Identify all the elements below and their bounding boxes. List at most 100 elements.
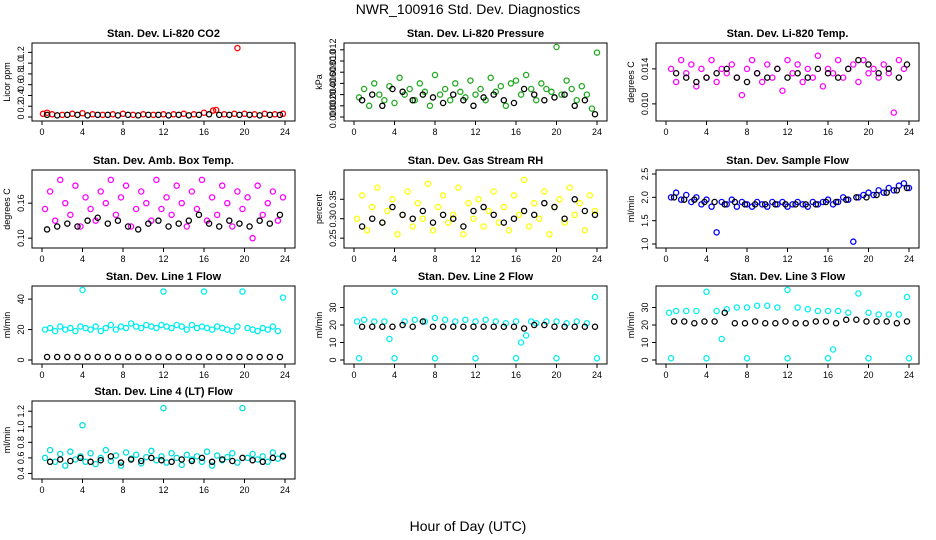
data-point: [782, 201, 789, 208]
data-point: [274, 217, 282, 224]
data-point: [743, 78, 751, 86]
data-point: [145, 111, 152, 119]
data-point: [160, 404, 167, 412]
data-point: [109, 111, 117, 118]
data-point: [449, 211, 457, 219]
chart-panel-9: Stan. Dev. Line 3 Flow ml/min 0 4 8 12 16 20 24 0…: [626, 271, 920, 380]
data-point: [865, 61, 872, 68]
data-point: [137, 188, 145, 195]
data-point: [834, 198, 842, 206]
data-point: [522, 71, 530, 79]
data-point: [693, 307, 700, 315]
data-point: [571, 211, 578, 219]
x-tick-label: 20: [239, 127, 249, 137]
data-point: [168, 211, 175, 219]
x-tick-label: 12: [470, 370, 480, 380]
data-point: [434, 203, 442, 211]
data-point: [163, 459, 170, 466]
data-point: [226, 111, 233, 119]
data-point: [774, 65, 781, 73]
data-point: [409, 96, 416, 104]
data-point: [865, 70, 872, 77]
data-point: [41, 454, 49, 462]
data-point: [561, 215, 568, 222]
y-tick-label: 1.5: [640, 214, 650, 227]
data-point: [431, 354, 439, 362]
data-point: [365, 102, 373, 110]
data-point: [53, 353, 61, 361]
y-tick-label: 0.012: [328, 39, 338, 62]
data-point: [160, 288, 167, 295]
data-point: [158, 205, 165, 213]
data-point: [160, 111, 167, 118]
data-point: [667, 65, 675, 73]
data-point: [441, 316, 449, 323]
data-point: [203, 448, 211, 455]
data-point: [761, 201, 769, 208]
data-point: [64, 353, 71, 361]
data-point: [215, 353, 223, 361]
data-point: [510, 323, 518, 330]
x-tick-label: 24: [904, 127, 914, 137]
data-point: [895, 56, 903, 64]
data-point: [672, 70, 680, 77]
data-point: [246, 223, 253, 230]
data-point: [512, 354, 520, 362]
data-point: [158, 321, 165, 329]
data-point: [411, 96, 418, 104]
x-tick-label: 4: [704, 127, 709, 137]
data-point: [683, 74, 690, 81]
data-point: [234, 323, 241, 330]
data-point: [426, 102, 434, 110]
x-tick-label: 12: [158, 485, 168, 495]
data-point: [241, 110, 248, 118]
data-point: [155, 217, 162, 224]
y-tick-label: 0.000: [328, 106, 338, 129]
data-point: [43, 226, 51, 233]
chart-panel-5: Stan. Dev. Gas Stream RH percent 0 4 8 12 16 20…: [314, 155, 608, 264]
data-point: [370, 318, 378, 325]
data-point: [51, 217, 59, 224]
data-point: [56, 176, 64, 184]
data-point: [530, 199, 538, 207]
data-point: [431, 314, 439, 322]
x-tick-label: 8: [432, 254, 437, 264]
x-tick-label: 8: [120, 127, 125, 137]
data-point: [379, 323, 386, 330]
data-point: [256, 353, 263, 361]
data-point: [143, 321, 150, 329]
y-tick-label: 0.004: [328, 83, 338, 106]
data-point: [824, 70, 832, 77]
data-point: [703, 288, 710, 295]
x-tick-label: 4: [704, 370, 709, 380]
data-point: [683, 70, 690, 77]
data-point: [824, 65, 832, 73]
data-point: [406, 85, 413, 93]
data-point: [67, 211, 74, 219]
data-point: [51, 327, 59, 335]
data-point: [391, 99, 398, 107]
series-1: [667, 52, 908, 116]
y-tick-label: 1.0: [16, 57, 26, 70]
data-point: [553, 43, 560, 51]
data-point: [419, 215, 427, 222]
chart-panel-8: Stan. Dev. Line 2 Flow ml/min 0 4 8 12 16 20 24 0…: [314, 271, 608, 380]
series-2: [43, 211, 284, 233]
data-point: [178, 456, 185, 463]
data-point: [198, 454, 206, 462]
y-tick-label: 20: [328, 320, 338, 330]
data-point: [226, 353, 233, 361]
data-point: [845, 65, 852, 73]
data-point: [173, 454, 180, 462]
data-point: [163, 194, 170, 201]
data-point: [48, 111, 56, 118]
data-point: [571, 102, 578, 110]
data-point: [591, 207, 599, 215]
data-point: [389, 196, 396, 203]
data-point: [72, 182, 79, 189]
plot-frame: [655, 42, 920, 122]
data-point: [517, 91, 525, 98]
data-point: [41, 205, 49, 213]
data-point: [64, 220, 71, 227]
data-point: [890, 109, 898, 116]
